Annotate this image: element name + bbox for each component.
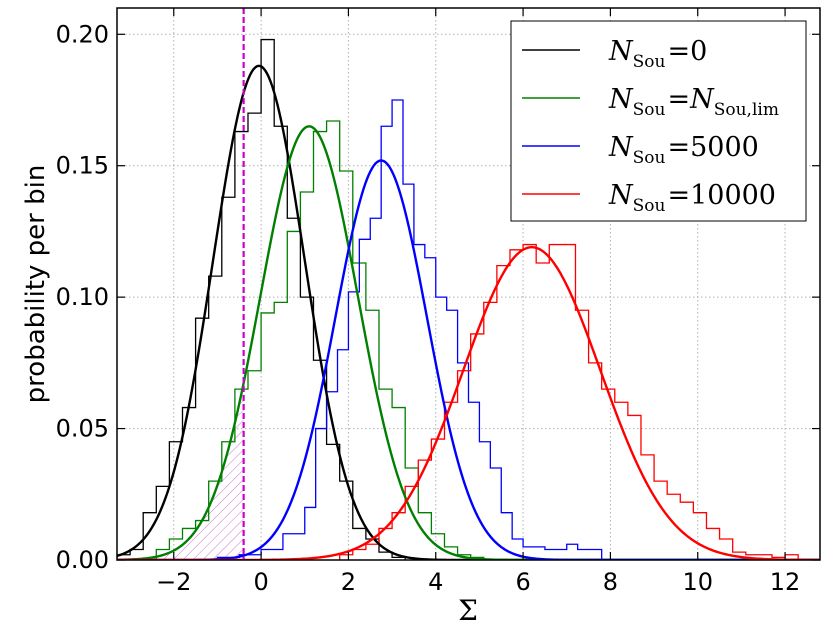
legend-label-0: NSou=0 <box>608 36 707 72</box>
shaded-region <box>117 383 244 560</box>
gaussian-curve-1 <box>117 125 820 560</box>
y-tick-label: 0.15 <box>56 152 109 180</box>
x-tick-label: 10 <box>682 568 713 596</box>
x-tick-label: 8 <box>603 568 618 596</box>
histogram-1 <box>155 120 485 560</box>
x-tick-label: 2 <box>341 568 356 596</box>
shaded-area <box>117 383 244 560</box>
legend-label-2: NSou=5000 <box>608 132 759 168</box>
histograms <box>117 38 799 560</box>
histogram-2 <box>216 99 603 560</box>
y-tick-label: 0.20 <box>56 20 109 48</box>
y-tick-label: 0.00 <box>56 546 109 574</box>
plot-frame <box>116 7 821 561</box>
axis-ticks <box>117 8 820 561</box>
x-tick-label: 4 <box>428 568 443 596</box>
y-tick-labels: 0.00 0.05 0.10 0.15 0.20 <box>56 20 109 574</box>
x-tick-label: −2 <box>156 568 191 596</box>
histogram-3 <box>339 243 799 560</box>
y-tick-label: 0.05 <box>56 415 109 443</box>
legend-label-1: NSou=NSou,lim <box>608 84 779 120</box>
gaussian-curve-2 <box>117 159 820 560</box>
x-tick-label: 0 <box>253 568 268 596</box>
x-tick-label: 6 <box>515 568 530 596</box>
histogram-0 <box>117 38 406 560</box>
legend-box <box>510 20 807 222</box>
x-tick-labels: −2 0 2 4 6 8 10 12 <box>156 568 800 596</box>
x-tick-label: 12 <box>770 568 801 596</box>
x-axis-label: Σ <box>458 594 478 627</box>
legend: NSou=0 NSou=NSou,lim NSou=5000 NSou=10000 <box>510 20 807 222</box>
y-tick-label: 0.10 <box>56 283 109 311</box>
legend-label-3: NSou=10000 <box>608 180 776 216</box>
y-axis-label: probability per bin <box>21 165 51 404</box>
